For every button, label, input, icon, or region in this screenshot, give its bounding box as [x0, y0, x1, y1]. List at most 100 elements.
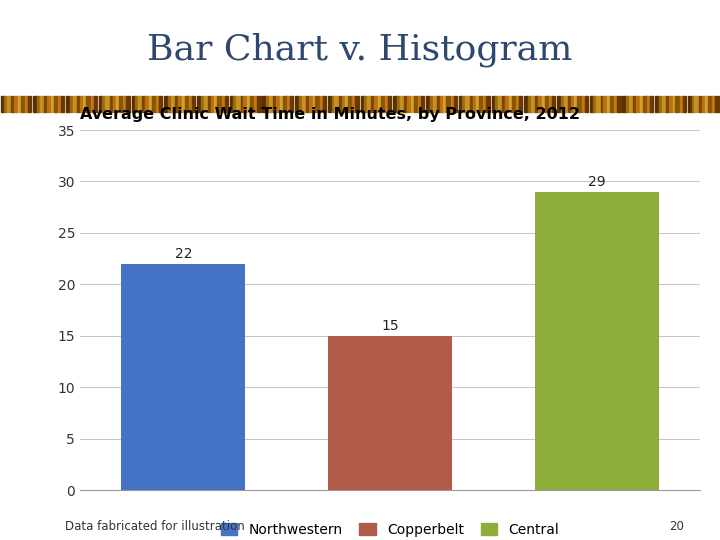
- Bar: [33, 96, 37, 112]
- Bar: [290, 96, 293, 112]
- Bar: [240, 96, 243, 112]
- Bar: [263, 96, 266, 112]
- Bar: [418, 96, 420, 112]
- Bar: [695, 96, 698, 112]
- Bar: [66, 96, 69, 112]
- Bar: [503, 96, 505, 112]
- Bar: [421, 96, 424, 112]
- Bar: [629, 96, 633, 112]
- Bar: [388, 96, 392, 112]
- Bar: [462, 96, 465, 112]
- Bar: [58, 96, 60, 112]
- Bar: [86, 96, 90, 112]
- Bar: [138, 96, 142, 112]
- Text: 22: 22: [174, 247, 192, 261]
- Bar: [80, 96, 83, 112]
- Text: 20: 20: [669, 520, 684, 533]
- Bar: [381, 96, 385, 112]
- Bar: [708, 96, 712, 112]
- Bar: [269, 96, 273, 112]
- Bar: [353, 96, 355, 112]
- Bar: [593, 96, 596, 112]
- Bar: [266, 96, 269, 112]
- Bar: [590, 96, 593, 112]
- Bar: [175, 96, 178, 112]
- Bar: [309, 96, 312, 112]
- Bar: [18, 96, 21, 112]
- Bar: [636, 96, 639, 112]
- Bar: [483, 96, 486, 112]
- Bar: [437, 96, 439, 112]
- Bar: [617, 96, 621, 112]
- Bar: [444, 96, 446, 112]
- Bar: [364, 96, 367, 112]
- Bar: [7, 96, 11, 112]
- Bar: [505, 96, 508, 112]
- Bar: [585, 96, 588, 112]
- Bar: [706, 96, 708, 112]
- Bar: [1, 96, 4, 112]
- Bar: [361, 96, 364, 112]
- Bar: [552, 96, 555, 112]
- Bar: [119, 96, 123, 112]
- Text: Bar Chart v. Histogram: Bar Chart v. Histogram: [148, 33, 572, 68]
- Bar: [459, 96, 462, 112]
- Bar: [516, 96, 518, 112]
- Bar: [655, 96, 659, 112]
- Bar: [323, 96, 326, 112]
- Bar: [680, 96, 683, 112]
- Bar: [123, 96, 126, 112]
- Bar: [410, 96, 413, 112]
- Bar: [372, 96, 374, 112]
- Bar: [683, 96, 686, 112]
- Bar: [607, 96, 610, 112]
- Bar: [666, 96, 669, 112]
- Bar: [512, 96, 516, 112]
- Bar: [215, 96, 217, 112]
- Bar: [662, 96, 666, 112]
- Bar: [84, 96, 86, 112]
- Bar: [549, 96, 552, 112]
- Bar: [702, 96, 705, 112]
- Bar: [603, 96, 607, 112]
- Bar: [236, 96, 240, 112]
- Bar: [222, 96, 224, 112]
- Bar: [544, 96, 549, 112]
- Bar: [430, 96, 432, 112]
- Bar: [320, 96, 323, 112]
- Bar: [132, 96, 135, 112]
- Bar: [159, 96, 162, 112]
- Bar: [348, 96, 352, 112]
- Bar: [498, 96, 502, 112]
- Bar: [164, 96, 168, 112]
- Bar: [451, 96, 454, 112]
- Bar: [44, 96, 47, 112]
- Bar: [145, 96, 148, 112]
- Bar: [393, 96, 397, 112]
- Bar: [77, 96, 79, 112]
- Bar: [414, 96, 418, 112]
- Bar: [225, 96, 228, 112]
- Bar: [61, 96, 64, 112]
- Text: 15: 15: [381, 319, 399, 333]
- Bar: [152, 96, 156, 112]
- Bar: [274, 96, 276, 112]
- Bar: [335, 96, 338, 112]
- Bar: [283, 96, 287, 112]
- Bar: [571, 96, 574, 112]
- Bar: [582, 96, 584, 112]
- Bar: [575, 96, 577, 112]
- Bar: [116, 96, 119, 112]
- Bar: [204, 96, 207, 112]
- Bar: [243, 96, 247, 112]
- Bar: [577, 96, 581, 112]
- Bar: [476, 96, 479, 112]
- Bar: [557, 96, 560, 112]
- Bar: [233, 96, 236, 112]
- Bar: [600, 96, 603, 112]
- Bar: [28, 96, 32, 112]
- Bar: [407, 96, 410, 112]
- Bar: [331, 96, 334, 112]
- Bar: [672, 96, 675, 112]
- Bar: [367, 96, 371, 112]
